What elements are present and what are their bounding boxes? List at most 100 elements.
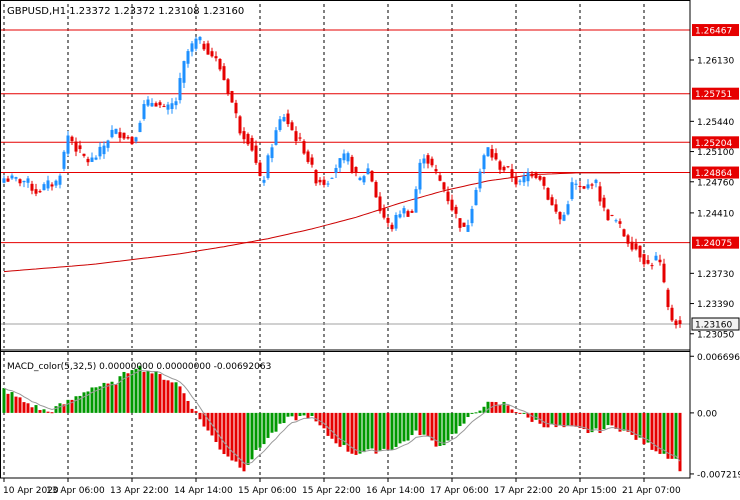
macd-bar-falling (350, 412, 354, 454)
ma-line (3, 172, 620, 273)
macd-bar-falling (554, 412, 558, 428)
macd-bar-falling (574, 412, 578, 427)
macd-bar-falling (546, 412, 550, 428)
candle-down (298, 137, 302, 139)
candle-down (514, 176, 518, 185)
macd-bar-falling (18, 397, 22, 413)
macd-bar-rising (398, 412, 402, 444)
macd-bar-falling (106, 383, 110, 413)
time-tick-label: 15 Apr 22:00 (302, 486, 361, 496)
candle-up (466, 225, 470, 232)
macd-bar-falling (230, 412, 234, 461)
candle-down (70, 136, 74, 142)
macd-bar-falling (614, 412, 618, 429)
macd-bar-falling (226, 412, 230, 457)
candle-down (446, 191, 450, 202)
candle-down (322, 179, 326, 185)
candle-down (370, 170, 374, 182)
macd-bar-rising (266, 412, 270, 438)
candle-down (622, 229, 626, 237)
candle-down (558, 212, 562, 220)
candle-down (578, 185, 582, 187)
macd-bar-falling (182, 393, 186, 413)
macd-bar-falling (50, 412, 54, 414)
candle-down (498, 161, 502, 170)
macd-bar-falling (354, 412, 358, 455)
macd-bar-falling (62, 404, 66, 413)
macd-bar-rising (342, 412, 346, 446)
macd-bar-rising (446, 412, 450, 441)
candle-up (14, 177, 18, 179)
outer-frame (0, 0, 691, 479)
macd-bar-rising (406, 412, 410, 441)
price-panel-header: GBPUSD,H1 1.23372 1.23372 1.23108 1.2316… (7, 6, 244, 17)
price-axis: 1.26130 1.25440 1.25100 1.24760 1.24410 1.237… (690, 24, 740, 340)
macd-bar-rising (254, 412, 258, 450)
price-tick-label: 1.26130 (697, 57, 734, 67)
candle-down (602, 197, 606, 208)
candle-down (318, 179, 322, 183)
macd-bar-rising (450, 412, 454, 435)
level-label-box (692, 24, 739, 37)
candle-down (590, 184, 594, 186)
macd-bar-rising (382, 412, 386, 449)
candle-down (538, 176, 542, 180)
macd-bar-falling (666, 412, 670, 459)
candle-down (122, 132, 126, 139)
macd-bar-rising (486, 401, 490, 413)
time-tick-label: 17 Apr 06:00 (430, 486, 489, 496)
candle-down (374, 181, 378, 198)
macd-bar-rising (622, 412, 626, 431)
candle-down (254, 145, 258, 163)
price-tick-label: 1.24760 (697, 178, 734, 188)
macd-bar-rising (602, 412, 606, 430)
candle-down (226, 79, 230, 94)
macd-bar-rising (270, 412, 274, 433)
macd-bar-falling (242, 412, 246, 472)
macd-bar-falling (562, 412, 566, 428)
price-tick-label: 1.23730 (697, 270, 734, 280)
macd-bar-rising (122, 371, 126, 413)
candle-down (230, 91, 234, 103)
candle-down (34, 189, 38, 194)
macd-bar-falling (630, 412, 634, 435)
macd-bar-falling (526, 412, 530, 418)
macd-bar-rising (130, 370, 134, 413)
macd-bar-rising (590, 412, 594, 433)
macd-bar-falling (542, 412, 546, 428)
candle-down (458, 218, 462, 228)
candle-down (310, 157, 314, 165)
candle-down (218, 59, 222, 70)
candle-up (614, 220, 618, 222)
macd-panel-header: MACD_color(5,32,5) 0.00000000 0.00000000… (7, 362, 271, 372)
macd-bar-falling (510, 409, 514, 413)
macd-bar-rising (646, 412, 650, 443)
macd-bar-falling (142, 371, 146, 413)
macd-bar-falling (578, 412, 582, 429)
candle-up (134, 137, 138, 142)
macd-bar-falling (206, 412, 210, 431)
candle-down (650, 265, 654, 267)
candle-up (66, 135, 70, 154)
candle-up (474, 189, 478, 206)
candle-down (658, 259, 662, 263)
macd-bar-rising (662, 412, 666, 454)
candle-down (454, 206, 458, 214)
macd-tick-label: 0.0066961 (697, 353, 740, 363)
macd-bar-rising (534, 412, 538, 420)
macd-bar-falling (538, 412, 542, 424)
macd-bar-falling (670, 412, 674, 459)
candle-up (470, 208, 474, 224)
macd-bar-falling (582, 412, 586, 430)
macd-bar-rising (66, 399, 70, 413)
candle-up (398, 214, 402, 218)
price-tick-label: 1.24410 (697, 209, 734, 219)
macd-bar-rising (110, 381, 114, 413)
macd-bar-falling (654, 412, 658, 452)
candle-down (582, 186, 586, 189)
macd-bar-falling (650, 412, 654, 450)
macd-bar-rising (90, 387, 94, 413)
macd-bar-rising (474, 412, 478, 414)
candle-down (430, 158, 434, 166)
macd-bar-falling (642, 412, 646, 445)
